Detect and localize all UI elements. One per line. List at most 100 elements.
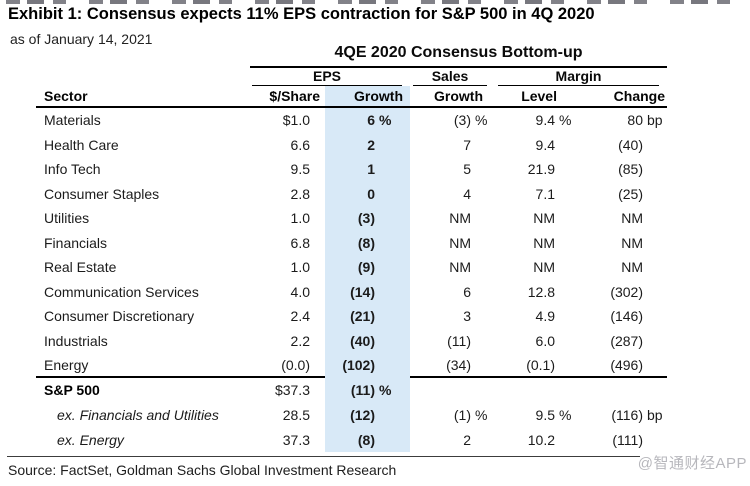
sales-group-header: Sales: [413, 68, 487, 86]
cell-margin-change: NM: [621, 210, 643, 227]
as-of-date: as of January 14, 2021: [10, 31, 153, 47]
table-row: Materials $1.0 6% (3)% 9.4% 80 bp: [36, 108, 667, 133]
cell-sales-growth: NM: [449, 259, 471, 276]
cell-eps-growth: (21): [325, 304, 410, 329]
group-header-row: EPS Sales Margin: [36, 68, 667, 86]
table-row: Industrials 2.2 (40) (11) 6.0 (287): [36, 328, 667, 354]
cell-sector: Energy: [44, 357, 89, 374]
cell-sales-growth: 5: [463, 161, 471, 178]
eps-group-header: EPS: [252, 68, 402, 86]
cell-eps-share: 2.4: [290, 308, 310, 325]
cell-margin-change: (40): [618, 136, 643, 153]
cell-margin-level: (0.1): [526, 357, 555, 374]
cell-eps-growth: (3): [325, 206, 410, 231]
table-row: Communication Services 4.0 (14) 6 12.8 (302): [36, 279, 667, 305]
cell-eps-share: 28.5: [282, 406, 310, 423]
cell-sales-growth: 6: [463, 283, 471, 300]
cell-eps-growth: (8): [325, 230, 410, 256]
cell-eps-growth: (14): [325, 279, 410, 305]
cell-sector: Consumer Discretionary: [44, 308, 195, 325]
table-row: Utilities 1.0 (3) NM NM NM: [36, 206, 667, 231]
cell-eps-growth: 6%: [325, 108, 410, 133]
table-title: 4QE 2020 Consensus Bottom-up: [250, 40, 667, 68]
table-title-row: 4QE 2020 Consensus Bottom-up: [36, 40, 667, 68]
cell-sales-growth: 3: [463, 308, 471, 325]
group-header-spacer: [36, 68, 250, 86]
cell-eps-growth: (8): [325, 427, 410, 453]
cell-eps-share: 37.3: [282, 431, 310, 448]
cell-eps-growth: (11)%: [325, 378, 410, 403]
cell-eps-share: (0.0): [281, 357, 310, 374]
cell-eps-growth: (102): [325, 353, 410, 379]
table-row: Info Tech 9.5 1 5 21.9 (85): [36, 157, 667, 182]
table-summary: S&P 500 $37.3 (11)% ex. Financials and Util…: [36, 378, 667, 453]
cell-margin-level: 4.9: [535, 308, 555, 325]
cell-margin-level: 9.5%: [535, 406, 572, 423]
cell-sales-growth: (1)%: [453, 406, 488, 423]
cell-eps-growth: 0: [325, 181, 410, 207]
cell-sales-growth: (3)%: [453, 112, 488, 128]
cell-eps-share: 4.0: [290, 283, 310, 300]
table-row: S&P 500 $37.3 (11)%: [36, 378, 667, 403]
cell-sector: ex. Energy: [57, 431, 124, 448]
cell-sector: Consumer Staples: [44, 185, 160, 202]
table-row: ex. Energy 37.3 (8) 2 10.2 (111): [36, 427, 667, 453]
cell-sector: Real Estate: [44, 259, 117, 276]
column-header-row: Sector $/Share Growth Growth Level Chang…: [36, 86, 667, 108]
cell-sector: S&P 500: [44, 382, 100, 399]
cell-sales-growth: 4: [463, 185, 471, 202]
cell-margin-change: (111): [612, 431, 643, 448]
exhibit-title: Exhibit 1: Consensus expects 11% EPS con…: [8, 5, 595, 23]
cell-sector: Info Tech: [44, 161, 101, 178]
cell-margin-level: [490, 378, 572, 403]
cell-margin-level: 12.8: [527, 283, 555, 300]
cell-sales-growth: NM: [449, 234, 471, 251]
cell-eps-share: $37.3: [274, 382, 310, 399]
column-header-margin-level: Level: [521, 88, 557, 104]
cell-margin-change: (146): [610, 308, 643, 325]
table-row: Energy (0.0) (102) (34) (0.1) (496): [36, 353, 667, 379]
cell-sector: Utilities: [44, 210, 90, 227]
table-row: Consumer Discretionary 2.4 (21) 3 4.9 (146): [36, 304, 667, 329]
table-row: Real Estate 1.0 (9) NM NM NM: [36, 255, 667, 280]
cell-margin-level: 21.9: [527, 161, 555, 178]
cell-margin-change: [572, 378, 667, 403]
margin-group-header: Margin: [498, 68, 659, 86]
table-row: ex. Financials and Utilities 28.5 (12) (1)%…: [36, 402, 667, 428]
consensus-table: 4QE 2020 Consensus Bottom-up EPS Sales M…: [36, 40, 667, 453]
cell-eps-growth: 2: [325, 132, 410, 158]
cell-eps-share: 6.8: [290, 234, 310, 251]
cell-margin-level: NM: [533, 210, 555, 227]
footer-divider: [7, 456, 640, 457]
cell-margin-change: (302): [610, 283, 643, 300]
cell-margin-change: (116) bp: [611, 406, 663, 423]
cell-margin-change: (287): [610, 332, 643, 349]
table-row: Health Care 6.6 2 7 9.4 (40): [36, 132, 667, 158]
cell-margin-change: (25): [618, 185, 643, 202]
cell-eps-growth: (40): [325, 328, 410, 354]
cell-eps-share: 9.5: [290, 161, 310, 178]
cell-sales-growth: 2: [463, 431, 471, 448]
table-row: Financials 6.8 (8) NM NM NM: [36, 230, 667, 256]
source-note: Source: FactSet, Goldman Sachs Global In…: [8, 462, 397, 478]
column-header-eps-growth: Growth: [325, 86, 410, 106]
cell-eps-growth: 1: [325, 157, 410, 182]
column-header-margin-change: Change: [613, 88, 665, 104]
cell-eps-share: 1.0: [290, 210, 310, 227]
table-body: Materials $1.0 6% (3)% 9.4% 80 bp Health Care 6.…: [36, 108, 667, 379]
cell-sales-growth: NM: [449, 210, 471, 227]
cell-margin-change: (496): [610, 357, 643, 374]
cell-sector: ex. Financials and Utilities: [57, 406, 219, 423]
cell-sector: Industrials: [44, 332, 108, 349]
column-header-sales-growth: Growth: [434, 88, 483, 104]
cell-margin-change: 80 bp: [627, 112, 663, 128]
cell-eps-share: 2.8: [290, 185, 310, 202]
cell-sales-growth: [410, 378, 490, 403]
cell-sales-growth: 7: [463, 136, 471, 153]
cell-sector: Financials: [44, 234, 108, 251]
watermark: @智通财经APP: [637, 455, 747, 472]
cell-margin-level: 7.1: [535, 185, 555, 202]
cell-sector: Communication Services: [44, 283, 199, 300]
column-header-eps-share: $/Share: [269, 88, 320, 104]
cell-margin-level: 10.2: [527, 431, 555, 448]
